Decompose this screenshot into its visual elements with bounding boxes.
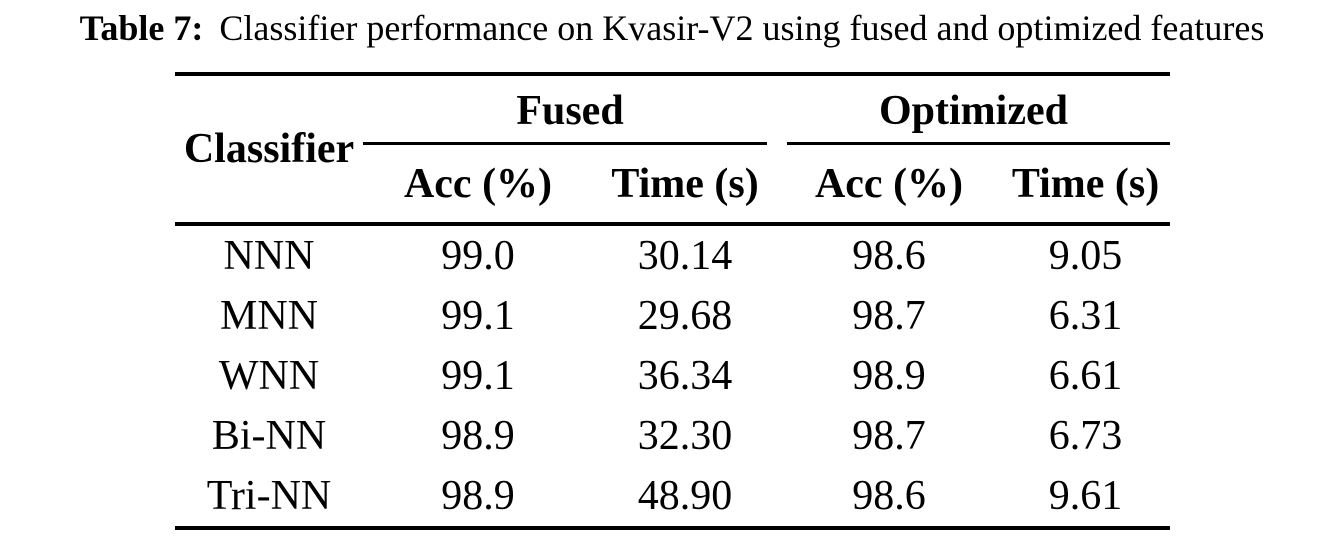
group-header-fused-label: Fused <box>516 87 624 134</box>
cell-fused-time: 32.30 <box>637 413 733 459</box>
table-row: NNN 99.0 30.14 98.6 9.05 <box>175 226 1170 286</box>
cell-fused-time: 36.34 <box>637 353 733 399</box>
table-row: Bi-NN 98.9 32.30 98.7 6.73 <box>175 406 1170 466</box>
column-header-classifier: Classifier <box>183 126 355 172</box>
cell-fused-time: 29.68 <box>637 293 733 339</box>
cell-fused-time: 48.90 <box>637 473 733 519</box>
table-row: Tri-NN 98.9 48.90 98.6 9.61 <box>175 466 1170 526</box>
cell-optimized-time: 6.61 <box>1048 353 1123 399</box>
row-classifier: WNN <box>218 353 320 399</box>
table-caption-label: Table 7: <box>79 8 204 48</box>
cell-optimized-acc: 98.6 <box>852 473 926 519</box>
column-header-fused-time: Time (s) <box>611 160 759 207</box>
table-row: MNN 99.1 29.68 98.7 6.31 <box>175 286 1170 346</box>
cell-fused-acc: 98.9 <box>441 413 515 459</box>
table-top-rule <box>175 72 1170 76</box>
results-table: Classifier Fused Optimized Acc (%) Time … <box>175 72 1170 530</box>
group-header-fused: Fused <box>363 76 777 145</box>
cell-optimized-time: 6.73 <box>1048 413 1123 459</box>
group-header-optimized-label: Optimized <box>879 87 1068 134</box>
table-caption: Table 7: Classifier performance on Kvasir… <box>0 4 1344 52</box>
cell-optimized-time: 9.61 <box>1048 473 1123 519</box>
cell-fused-acc: 99.1 <box>441 293 515 339</box>
cell-optimized-time: 6.31 <box>1048 293 1123 339</box>
row-classifier: NNN <box>223 233 315 279</box>
cell-optimized-acc: 98.6 <box>852 233 926 279</box>
cell-optimized-acc: 98.7 <box>852 293 926 339</box>
column-header-optimized-acc: Acc (%) <box>814 160 964 207</box>
group-header-optimized: Optimized <box>777 76 1170 145</box>
cell-fused-acc: 98.9 <box>441 473 515 519</box>
cell-optimized-acc: 98.9 <box>852 353 926 399</box>
row-classifier: Tri-NN <box>206 473 332 519</box>
cell-optimized-time: 9.05 <box>1048 233 1123 279</box>
column-header-fused-acc: Acc (%) <box>403 160 553 207</box>
table-header: Classifier Fused Optimized Acc (%) Time … <box>175 76 1170 222</box>
cell-fused-time: 30.14 <box>637 233 733 279</box>
row-classifier: Bi-NN <box>211 413 327 459</box>
table-row: WNN 99.1 36.34 98.9 6.61 <box>175 346 1170 406</box>
row-classifier: MNN <box>219 293 318 339</box>
table-bottom-rule <box>175 526 1170 530</box>
table-body: NNN 99.0 30.14 98.6 9.05 MNN 99.1 29.68 … <box>175 226 1170 526</box>
table-caption-text: Classifier performance on Kvasir-V2 usin… <box>219 8 1265 48</box>
table-header-rule <box>175 222 1170 226</box>
cell-fused-acc: 99.1 <box>441 353 515 399</box>
cell-fused-acc: 99.0 <box>441 233 515 279</box>
cell-optimized-acc: 98.7 <box>852 413 926 459</box>
column-header-optimized-time: Time (s) <box>1011 160 1160 207</box>
